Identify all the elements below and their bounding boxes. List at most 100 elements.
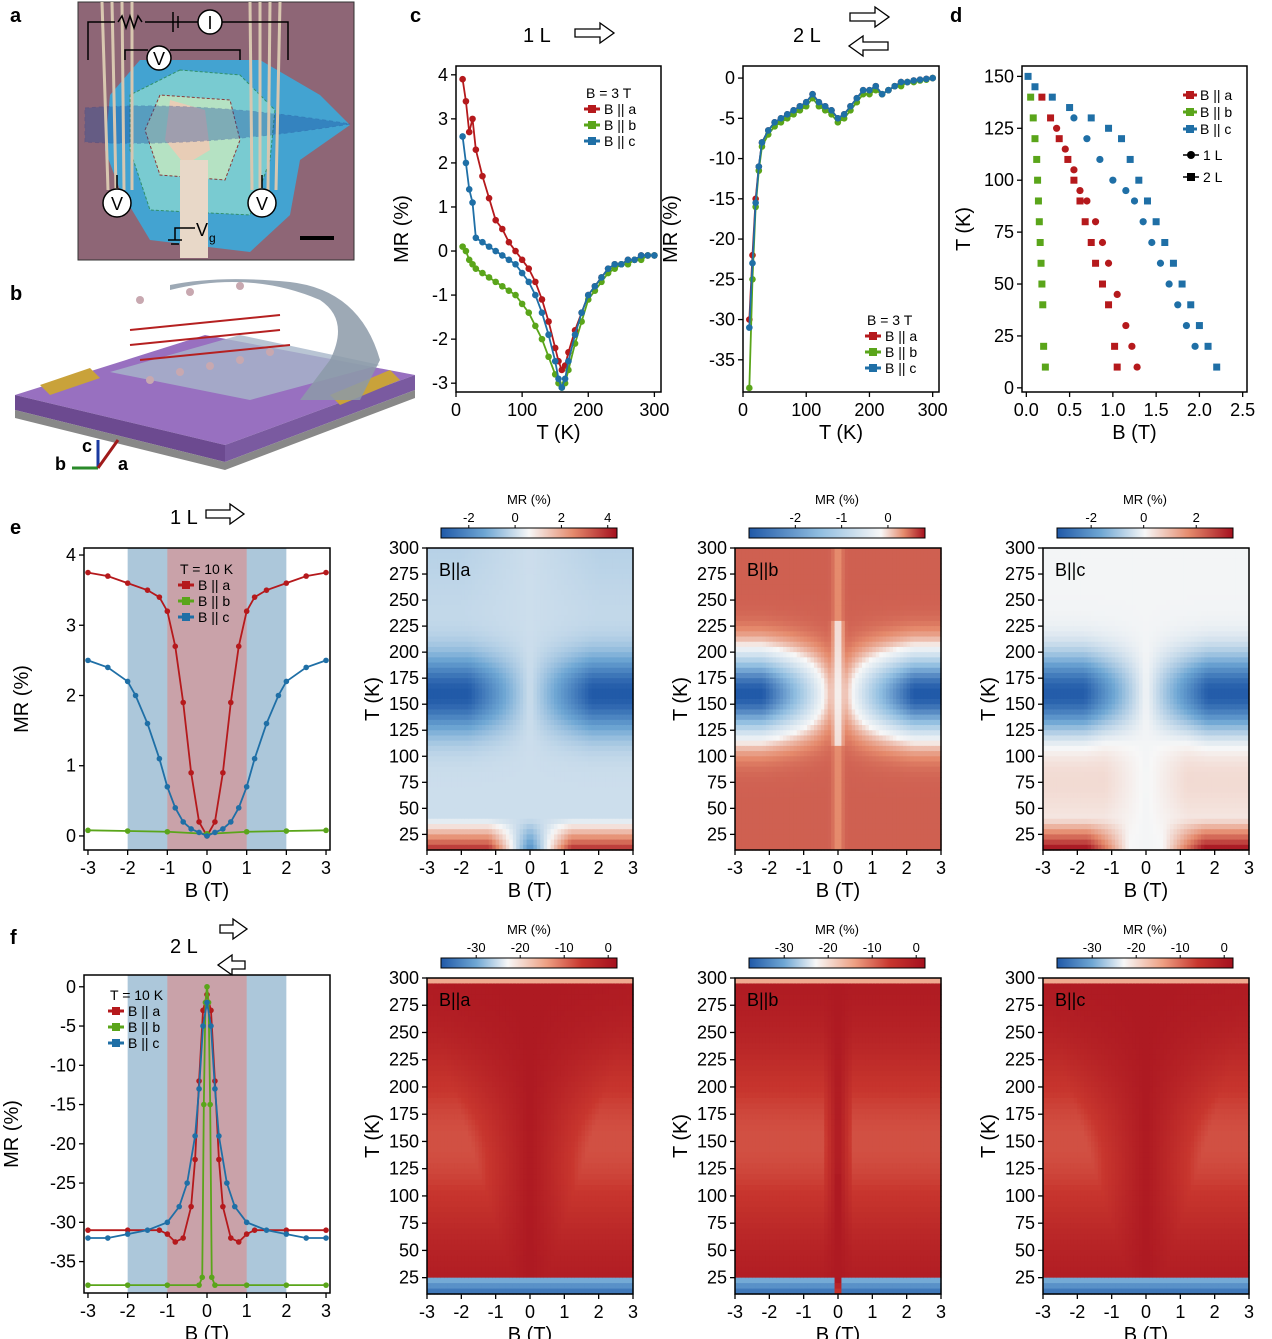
heatmap-cell <box>527 642 531 648</box>
data-point-c <box>1191 343 1198 350</box>
heatmap-cell <box>592 663 596 669</box>
heatmap-cell <box>619 824 623 830</box>
heatmap-cell <box>496 761 500 767</box>
heatmap-cell <box>578 663 582 669</box>
data-point-a <box>539 296 546 303</box>
heatmap-cell <box>612 657 616 663</box>
heatmap-cell <box>588 564 592 570</box>
heatmap-cell <box>592 746 596 752</box>
heatmap-cell <box>742 709 746 715</box>
heatmap-cell <box>441 678 445 684</box>
heatmap-cell <box>616 756 620 762</box>
heatmap-cell <box>554 699 558 705</box>
heatmap-cell <box>551 637 555 643</box>
heatmap-cell <box>451 652 455 658</box>
heatmap-cell <box>503 746 507 752</box>
heatmap-cell <box>492 574 496 580</box>
heatmap-cell <box>623 678 627 684</box>
heatmap-cell <box>523 673 527 679</box>
heatmap-cell <box>554 595 558 601</box>
heatmap-cell <box>527 694 531 700</box>
heatmap-cell <box>756 782 760 788</box>
heatmap-cell <box>509 699 513 705</box>
heatmap-cell <box>540 840 544 846</box>
heatmap-cell <box>609 735 613 741</box>
heatmap-cell <box>609 621 613 627</box>
heatmap-cell <box>444 819 448 825</box>
heatmap-cell <box>616 553 620 559</box>
heatmap-cell <box>752 777 756 783</box>
heatmap-cell <box>551 600 555 606</box>
heatmap-cell <box>437 621 441 627</box>
y-tick-label: 2 <box>66 685 76 705</box>
heatmap-cell <box>444 756 448 762</box>
heatmap-cell <box>595 678 599 684</box>
heatmap-cell <box>485 782 489 788</box>
heatmap-cell <box>509 600 513 606</box>
heatmap-cell <box>482 574 486 580</box>
heatmap-cell <box>527 564 531 570</box>
data-point-c <box>860 87 867 94</box>
heatmap-cell <box>547 741 551 747</box>
heatmap-cell <box>742 657 746 663</box>
heatmap-cell <box>568 782 572 788</box>
heatmap-cell <box>527 730 531 736</box>
heatmap-cell <box>499 553 503 559</box>
heatmap-cell <box>742 642 746 648</box>
data-point-c <box>196 830 202 836</box>
heatmap-cell <box>561 678 565 684</box>
heatmap-cell <box>482 553 486 559</box>
heatmap-cell <box>472 590 476 596</box>
heatmap-cell <box>458 834 462 840</box>
heatmap-cell <box>492 652 496 658</box>
heatmap-cell <box>592 548 596 554</box>
heatmap-cell <box>499 814 503 820</box>
heatmap-cell <box>475 631 479 637</box>
heatmap-cell <box>441 814 445 820</box>
heatmap-cell <box>585 605 589 611</box>
heatmap-cell <box>451 616 455 622</box>
heatmap-cell <box>551 610 555 616</box>
heatmap-cell <box>461 793 465 799</box>
heatmap-cell <box>499 626 503 632</box>
heatmap-cell <box>626 793 630 799</box>
heatmap-cell <box>547 647 551 653</box>
heatmap-cell <box>742 704 746 710</box>
heatmap-cell <box>499 725 503 731</box>
heatmap-cell <box>499 772 503 778</box>
heatmap-cell <box>465 772 469 778</box>
heatmap-cell <box>454 616 458 622</box>
heatmap-cell <box>537 709 541 715</box>
heatmap-cell <box>599 715 603 721</box>
heatmap-cell <box>554 788 558 794</box>
heatmap-cell <box>503 610 507 616</box>
heatmap-cell <box>742 735 746 741</box>
heatmap-cell <box>759 798 763 804</box>
heatmap-cell <box>745 600 749 606</box>
heatmap-cell <box>626 798 630 804</box>
heatmap-cell <box>482 767 486 773</box>
heatmap-cell <box>582 569 586 575</box>
heatmap-cell <box>547 553 551 559</box>
heatmap-cell <box>745 689 749 695</box>
data-point-c <box>923 76 930 83</box>
heatmap-cell <box>496 704 500 710</box>
heatmap-cell <box>523 767 527 773</box>
heatmap-cell <box>582 579 586 585</box>
heatmap-cell <box>568 819 572 825</box>
heatmap-cell <box>472 574 476 580</box>
heatmap-cell <box>492 579 496 585</box>
heatmap-cell <box>472 730 476 736</box>
data-point-c <box>244 784 250 790</box>
heatmap-cell <box>516 803 520 809</box>
heatmap-cell <box>472 814 476 820</box>
data-point-a <box>1047 114 1054 121</box>
heatmap-cell <box>769 584 773 590</box>
heatmap-cell <box>482 808 486 814</box>
data-point-b <box>201 1102 207 1108</box>
heatmap-cell <box>489 834 493 840</box>
heatmap-cell <box>489 626 493 632</box>
heatmap-cell <box>544 803 548 809</box>
heatmap-cell <box>441 647 445 653</box>
heatmap-cell <box>479 793 483 799</box>
